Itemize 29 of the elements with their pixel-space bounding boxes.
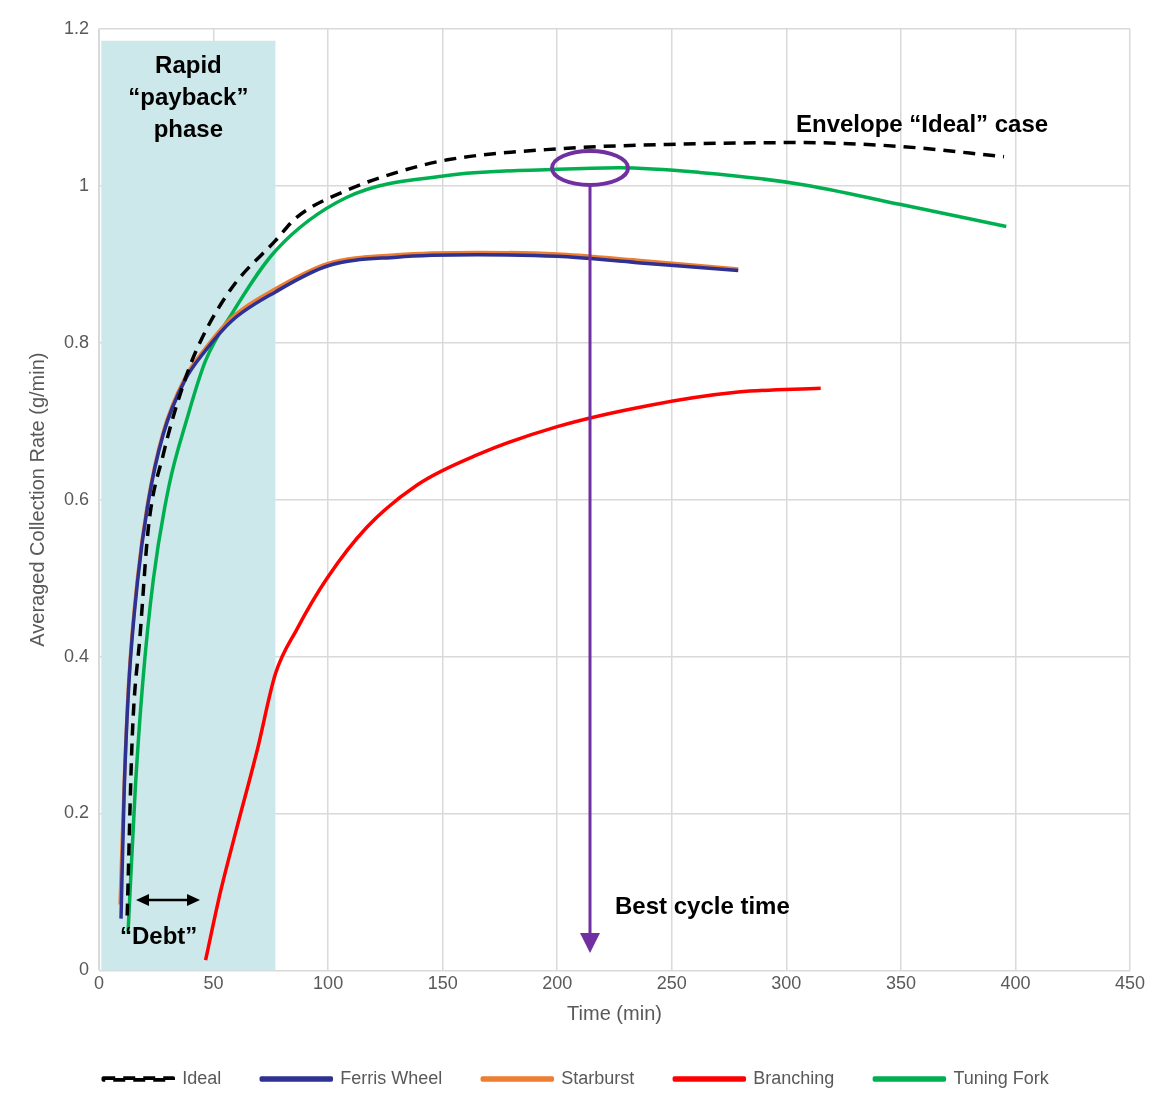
- x-tick-label: 100: [313, 973, 344, 994]
- x-tick-label: 0: [94, 973, 105, 994]
- legend-label: Ideal: [182, 1067, 222, 1088]
- y-tick-label: 1.2: [63, 17, 90, 38]
- x-tick-label: 300: [771, 973, 802, 994]
- y-tick-label: 0.2: [63, 802, 90, 823]
- legend-label: Tuning Fork: [953, 1067, 1050, 1088]
- annotation: Best cycle time: [615, 892, 790, 920]
- legend-label: Ferris Wheel: [340, 1067, 443, 1088]
- y-axis-title: Averaged Collection Rate (g/min): [25, 352, 48, 647]
- x-tick-label: 350: [885, 973, 916, 994]
- legend-label: Branching: [753, 1067, 835, 1088]
- x-tick-label: 250: [656, 973, 687, 994]
- y-tick-label: 1: [79, 174, 90, 195]
- y-tick-label: 0.4: [63, 645, 90, 666]
- x-tick-label: 200: [542, 973, 573, 994]
- x-tick-label: 150: [427, 973, 458, 994]
- y-tick-label: 0.8: [63, 331, 90, 352]
- x-tick-label: 450: [1114, 973, 1146, 994]
- x-tick-label: 50: [203, 973, 224, 994]
- legend-label: Starburst: [561, 1067, 635, 1088]
- annotation: Envelope “Ideal” case: [796, 110, 1049, 138]
- line-series: [203, 386, 823, 962]
- x-axis-title: Time (min): [567, 1001, 662, 1024]
- band-label: Rapid “payback” phase: [128, 51, 249, 143]
- x-tick-label: 400: [1000, 973, 1031, 994]
- annotation: “Debt”: [120, 922, 198, 950]
- y-tick-label: 0: [79, 959, 90, 980]
- y-tick-label: 0.6: [63, 488, 90, 509]
